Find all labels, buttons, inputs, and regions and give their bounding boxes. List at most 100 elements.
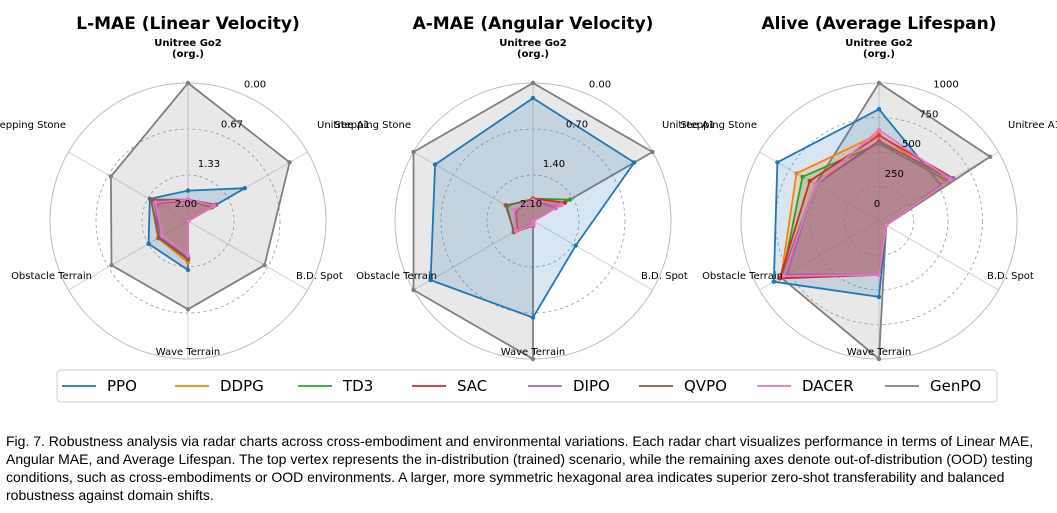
legend-label: DDPG xyxy=(220,377,264,395)
series-genpo-point xyxy=(876,80,882,86)
axis-label: Unitree A1 xyxy=(1008,120,1057,131)
series-ppo-point xyxy=(876,107,882,112)
series-genpo-point xyxy=(185,80,191,86)
series-dipo-point xyxy=(784,271,790,277)
chart-title: L-MAE (Linear Velocity) xyxy=(76,14,299,34)
series-genpo-point xyxy=(185,307,191,312)
series-genpo-point xyxy=(987,154,993,159)
legend-label: SAC xyxy=(457,377,487,395)
radar-chart-2: A-MAE (Angular Velocity) 0.00 0.70 1.40 2.10… xyxy=(334,14,715,362)
axis-label-top: Unitree Go2 xyxy=(499,38,567,49)
series-td3-point xyxy=(800,174,805,179)
series-ppo-point xyxy=(146,241,151,246)
series-dacer-point xyxy=(884,222,889,228)
series-genpo-point xyxy=(108,174,114,179)
series-ppo-point xyxy=(775,160,780,165)
series-ppo-point xyxy=(242,186,247,191)
axis-spoke xyxy=(68,220,189,291)
legend-label: TD3 xyxy=(342,377,373,395)
tick-label: 1000 xyxy=(933,80,958,91)
tick-label: 0.00 xyxy=(589,80,611,91)
axis-label-top: Unitree Go2 xyxy=(845,38,913,49)
axis-label-top: Unitree Go2 xyxy=(154,38,222,49)
series-genpo-point xyxy=(876,356,882,362)
series-ppo-point xyxy=(185,188,191,193)
axis-label: B.D. Spot xyxy=(641,271,688,282)
series-qvpo-point xyxy=(156,235,161,241)
series-dacer-point xyxy=(530,197,536,203)
axis-spoke xyxy=(187,220,308,291)
series-sac-point xyxy=(876,133,882,138)
series-qvpo-point xyxy=(503,203,508,208)
series-ppo-point xyxy=(771,279,776,284)
axis-label: Stepping Stone xyxy=(334,120,411,131)
axis-spoke xyxy=(68,151,189,222)
series-ddpg-point xyxy=(794,171,799,176)
axis-label: Stepping Stone xyxy=(0,120,66,131)
series-qvpo-point xyxy=(185,256,191,262)
series-ppo-point xyxy=(573,243,578,248)
axis-spoke xyxy=(759,151,880,222)
tick-label: 750 xyxy=(919,109,938,120)
axis-spoke xyxy=(878,220,999,291)
radar-chart-1: L-MAE (Linear Velocity) 0.00 0.67 1.33 2.00 U… xyxy=(0,14,370,360)
series-genpo-point xyxy=(411,149,416,155)
series-dacer-point xyxy=(513,228,519,234)
legend-label: PPO xyxy=(107,377,137,395)
series-genpo-point xyxy=(287,160,292,165)
series-ppo-point xyxy=(876,294,882,300)
figure: L-MAE (Linear Velocity) 0.00 0.67 1.33 2.00 U… xyxy=(0,14,1057,403)
series-dacer-point xyxy=(511,207,516,212)
series-dacer-point xyxy=(559,202,564,207)
legend-label: GenPO xyxy=(930,377,981,395)
series-dacer-point xyxy=(876,272,882,277)
series-dacer-point xyxy=(153,200,158,205)
series-genpo-point xyxy=(650,149,655,155)
series-ppo-point xyxy=(432,162,438,167)
series-genpo-point xyxy=(530,356,536,362)
axis-label: B.D. Spot xyxy=(987,271,1034,282)
axis-label-top-sub: (org.) xyxy=(517,49,549,60)
tick-label: 2.00 xyxy=(175,199,197,210)
series-dacer-point xyxy=(185,253,191,258)
tick-label: 500 xyxy=(902,139,921,150)
axis-label: B.D. Spot xyxy=(296,271,343,282)
legend-label: DACER xyxy=(802,377,854,395)
series-dacer-point xyxy=(212,203,217,208)
series-dacer-point xyxy=(185,197,191,202)
legend-label: DIPO xyxy=(573,377,610,395)
tick-label: 0.67 xyxy=(221,119,243,130)
axis-label: Unitree A1 xyxy=(317,120,370,131)
tick-label: 1.33 xyxy=(198,159,220,170)
series-ppo-point xyxy=(530,315,536,320)
legend: PPO DDPG TD3 SAC DIPO QVPO DACER GenPO xyxy=(56,369,998,403)
series-dacer-point xyxy=(160,233,165,238)
series-genpo-point xyxy=(530,80,536,86)
series-dacer-point xyxy=(185,218,191,224)
tick-label: 2.10 xyxy=(520,199,542,210)
series-qvpo-point xyxy=(876,138,882,144)
series-sac-point xyxy=(777,276,782,281)
radar-chart-3: Alive (Average Lifespan) 0 250 500 750 1000 Un… xyxy=(680,14,1057,362)
series-dacer-point xyxy=(813,182,818,187)
series-sac-point xyxy=(807,178,812,184)
axis-spoke xyxy=(532,220,653,291)
series-ppo-point xyxy=(632,160,637,165)
tick-label: 0.00 xyxy=(244,80,266,91)
tick-label: 0.70 xyxy=(566,119,588,130)
series-dacer-point xyxy=(876,127,882,133)
series-dacer-point xyxy=(530,222,536,228)
series-genpo-point xyxy=(109,263,114,268)
axis-label: Obstacle Terrain xyxy=(702,271,783,282)
tick-label: 250 xyxy=(885,169,904,180)
axis-label-top-sub: (org.) xyxy=(863,49,895,60)
axis-label: Stepping Stone xyxy=(680,120,757,131)
series-ppo-point xyxy=(428,277,433,283)
series-qvpo-point xyxy=(148,197,154,202)
series-ppo-point xyxy=(185,267,191,273)
axis-label: Obstacle Terrain xyxy=(11,271,92,282)
series-genpo-point xyxy=(262,263,267,268)
series-td3-point xyxy=(567,197,573,202)
figure-caption: Fig. 7. Robustness analysis via radar ch… xyxy=(6,433,1034,503)
axis-label: Unitree A1 xyxy=(662,120,715,131)
